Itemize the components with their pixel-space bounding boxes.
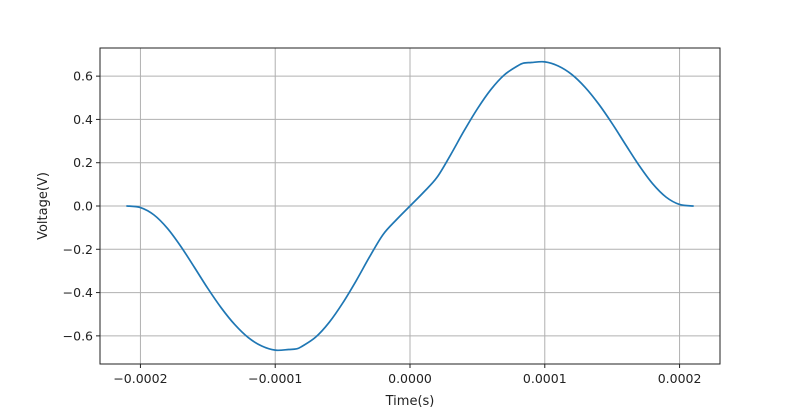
y-tick-label: −0.4 (63, 285, 93, 300)
x-tick-label: 0.0000 (388, 371, 432, 386)
y-tick-label: −0.2 (63, 242, 93, 257)
y-tick-label: 0.0 (73, 199, 93, 214)
y-tick-label: 0.6 (73, 69, 93, 84)
voltage-series-line (126, 60, 694, 352)
y-tick-label: 0.4 (73, 112, 93, 127)
plot-area (126, 60, 694, 352)
x-axis-label: Time(s) (385, 394, 435, 409)
y-tick-label: 0.2 (73, 155, 93, 170)
x-axis: −0.0002 −0.0001 0.0000 0.0001 0.0002 (113, 364, 701, 386)
x-tick-label: −0.0001 (248, 371, 302, 386)
x-tick-label: 0.0002 (658, 371, 702, 386)
x-tick-label: 0.0001 (523, 371, 567, 386)
y-axis: −0.6 −0.4 −0.2 0.0 0.2 0.4 0.6 (63, 69, 100, 343)
y-tick-label: −0.6 (63, 328, 93, 343)
y-axis-label: Voltage(V) (36, 172, 51, 240)
x-tick-label: −0.0002 (113, 371, 167, 386)
